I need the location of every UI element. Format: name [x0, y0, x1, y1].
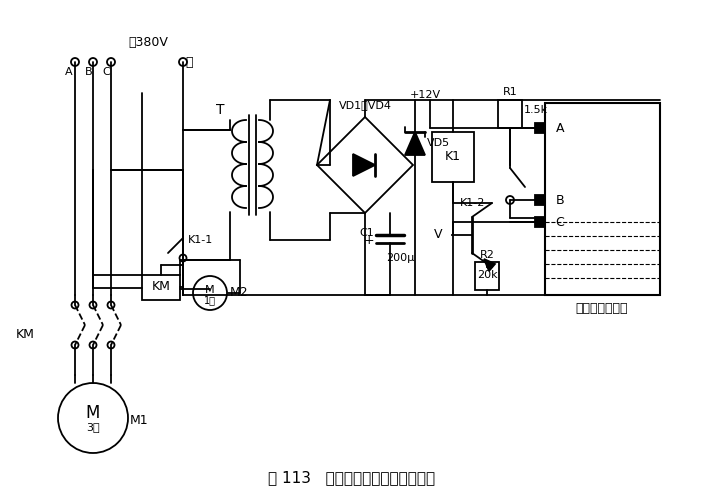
Polygon shape	[484, 259, 495, 271]
Bar	[142, 275, 180, 300]
Text: T: T	[215, 103, 225, 117]
Text: K1-2: K1-2	[460, 198, 485, 208]
Text: C1: C1	[359, 228, 374, 238]
Text: 200μ: 200μ	[386, 253, 414, 263]
Text: 20k: 20k	[477, 270, 497, 280]
Text: 1～: 1～	[204, 295, 216, 305]
Text: C: C	[102, 67, 110, 77]
Text: V: V	[434, 228, 442, 241]
Bar	[535, 195, 545, 205]
Text: M: M	[205, 285, 215, 295]
Text: B: B	[84, 67, 92, 77]
Text: VD5: VD5	[427, 138, 450, 148]
Text: A: A	[555, 122, 564, 134]
Text: R1: R1	[503, 87, 517, 97]
Text: ～380V: ～380V	[128, 36, 168, 49]
Bar	[432, 132, 474, 182]
Text: K1: K1	[445, 150, 461, 164]
Text: +: +	[363, 234, 374, 246]
Bar	[475, 262, 499, 290]
Text: VD1～VD4: VD1～VD4	[339, 100, 391, 110]
Text: A: A	[65, 67, 73, 77]
Text: 零: 零	[185, 56, 192, 68]
Text: M1: M1	[130, 414, 149, 426]
Polygon shape	[353, 154, 375, 176]
Bar	[535, 123, 545, 133]
Text: +12V: +12V	[410, 90, 441, 100]
Polygon shape	[405, 132, 425, 155]
Bar	[498, 100, 522, 128]
Bar	[535, 217, 545, 227]
Text: 图 113   水位自动控制器电路（五）: 图 113 水位自动控制器电路（五）	[268, 470, 436, 486]
Text: K1-1: K1-1	[188, 235, 213, 245]
Text: C: C	[555, 216, 565, 228]
Text: M: M	[86, 404, 100, 422]
Text: M2: M2	[230, 286, 249, 300]
Text: R2: R2	[479, 250, 494, 260]
Text: B: B	[555, 194, 565, 206]
Text: KM: KM	[15, 328, 34, 342]
Text: KM: KM	[151, 280, 170, 293]
Text: 水塔（蓄水池）: 水塔（蓄水池）	[576, 302, 628, 314]
Bar	[545, 103, 660, 295]
Text: 3～: 3～	[86, 422, 100, 432]
Text: 1.5k: 1.5k	[524, 105, 548, 115]
